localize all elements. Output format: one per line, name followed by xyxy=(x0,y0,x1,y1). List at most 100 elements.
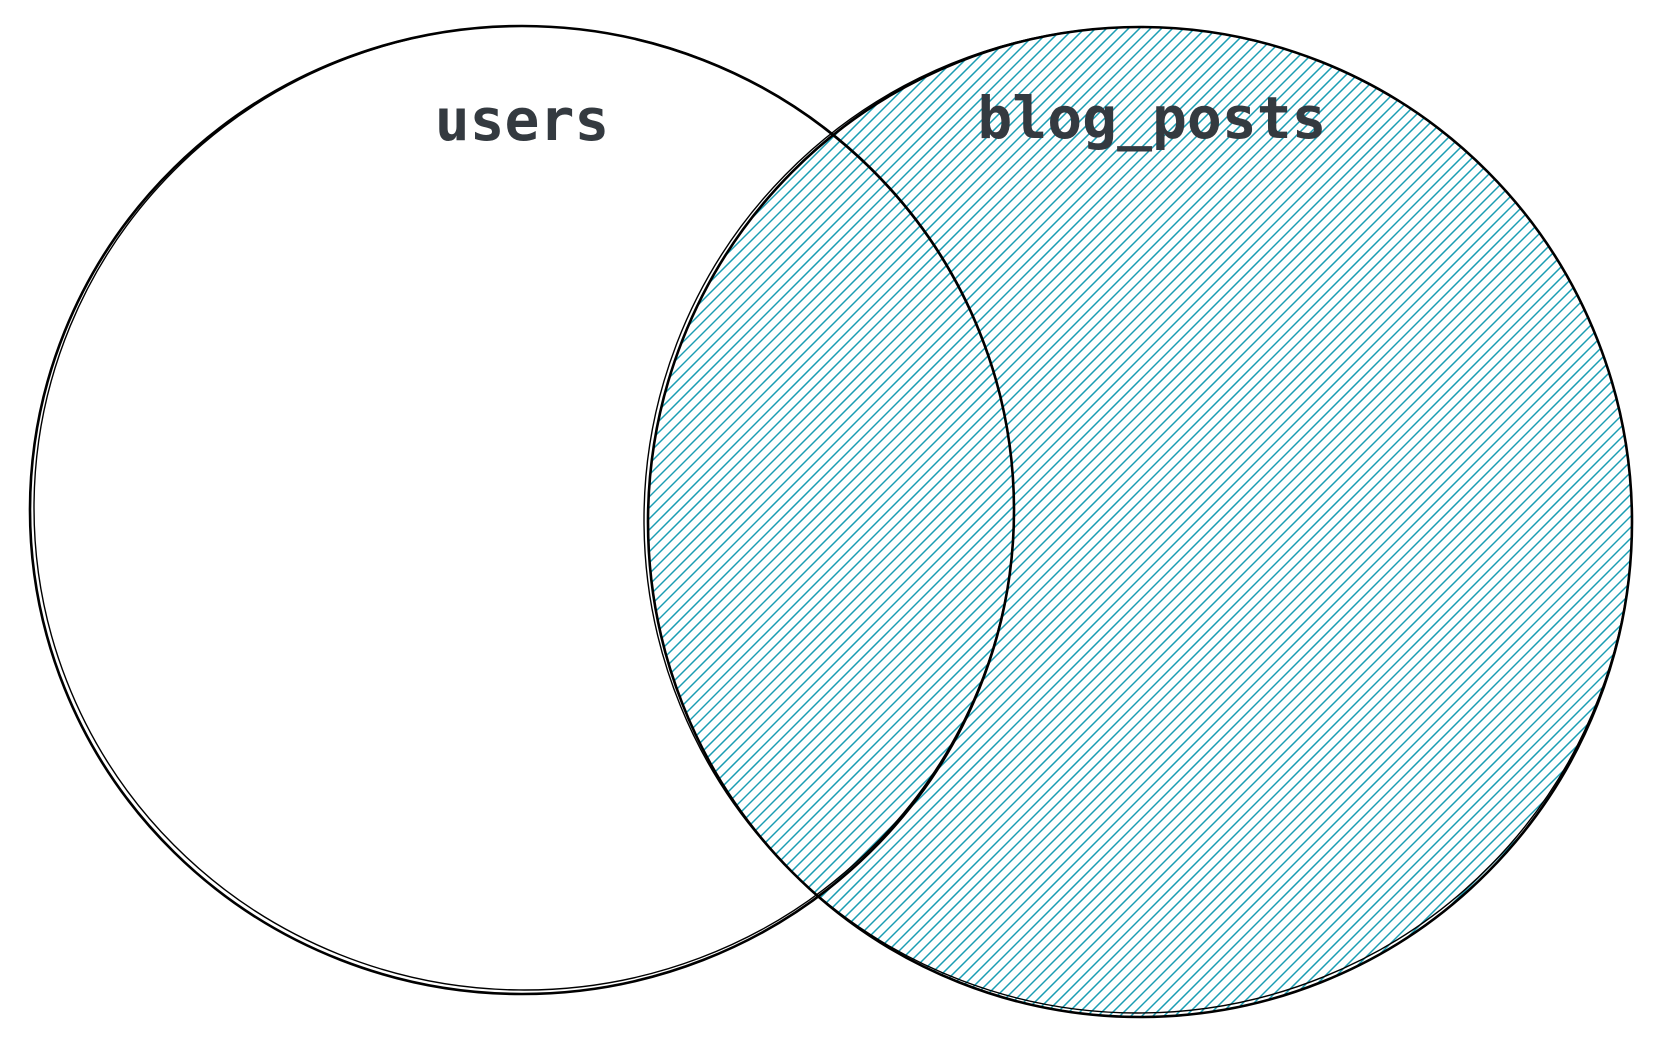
hatch-line xyxy=(1036,27,1632,1017)
hatch-line xyxy=(0,22,640,1022)
hatch-line xyxy=(648,27,1455,1017)
hatch-line xyxy=(1454,27,1632,1017)
hatch-line xyxy=(648,27,971,1017)
hatch-line xyxy=(648,27,1521,1017)
hatch-line xyxy=(648,27,1037,1017)
hatch-line xyxy=(648,27,1378,1017)
hatch-line xyxy=(1509,27,1632,1017)
hatch-line xyxy=(1597,27,1632,1017)
hatch-line xyxy=(648,27,729,1017)
hatch-line xyxy=(648,27,1235,1017)
hatch-line xyxy=(648,27,872,1017)
hatch-line xyxy=(1102,27,1632,1017)
hatch-line xyxy=(1157,27,1632,1017)
hatch-line xyxy=(1069,27,1632,1017)
hatch-line xyxy=(648,27,1125,1017)
hatch-line xyxy=(648,27,1576,1017)
hatch-line xyxy=(648,27,1103,1017)
blog-posts-hatch-fill xyxy=(0,22,1632,1022)
hatch-line xyxy=(992,27,1632,1017)
hatch-line xyxy=(648,27,993,1017)
hatch-line xyxy=(648,27,663,1017)
hatch-line xyxy=(1223,27,1632,1017)
hatch-line xyxy=(648,27,1059,1017)
hatch-line xyxy=(648,27,1312,1017)
hatch-line xyxy=(1124,27,1632,1017)
hatch-line xyxy=(1630,27,1632,1017)
hatch-line xyxy=(648,27,1257,1017)
hatch-line xyxy=(648,27,685,1017)
hatch-line xyxy=(648,27,1367,1017)
hatch-line xyxy=(648,27,1532,1017)
hatch-line xyxy=(648,27,1202,1017)
hatch-line xyxy=(648,27,1169,1017)
hatch-line xyxy=(648,27,1477,1017)
hatch-line xyxy=(648,27,795,1017)
hatch-line xyxy=(648,27,1070,1017)
blog-posts-label: blog_posts xyxy=(977,84,1326,152)
hatch-line xyxy=(648,27,806,1017)
hatch-line xyxy=(1256,27,1632,1017)
hatch-line xyxy=(648,27,1158,1017)
users-circle xyxy=(28,24,1016,996)
hatch-line xyxy=(648,27,883,1017)
hatch-line xyxy=(648,27,1598,1017)
hatch-line xyxy=(648,27,1301,1017)
blog-posts-circle xyxy=(643,25,1634,1019)
hatch-line xyxy=(1278,27,1632,1017)
hatch-line xyxy=(805,27,1632,1017)
hatch-line xyxy=(937,27,1632,1017)
hatch-line xyxy=(648,27,1632,1017)
hatch-line xyxy=(648,27,982,1017)
hatch-line xyxy=(1025,27,1632,1017)
hatch-line xyxy=(1212,27,1632,1017)
hatch-line xyxy=(648,27,1345,1017)
hatch-line xyxy=(648,27,1631,1017)
hatch-line xyxy=(648,27,1136,1017)
hatch-line xyxy=(648,27,1268,1017)
hatch-line xyxy=(648,27,1565,1017)
hatch-line xyxy=(648,27,1389,1017)
hatch-line xyxy=(717,27,1632,1017)
hatch-line xyxy=(648,27,652,1017)
hatch-line xyxy=(893,27,1632,1017)
hatch-line xyxy=(648,27,707,1017)
hatch-line xyxy=(648,27,1356,1017)
hatch-line xyxy=(651,27,1632,1017)
hatch-line xyxy=(1289,27,1632,1017)
hatch-line xyxy=(648,27,740,1017)
hatch-line xyxy=(648,27,1334,1017)
hatch-line xyxy=(1300,27,1632,1017)
hatch-line xyxy=(648,27,1092,1017)
hatch-line xyxy=(648,27,1510,1017)
hatch-line xyxy=(648,27,1224,1017)
hatch-line xyxy=(648,27,718,1017)
hatch-line xyxy=(1168,27,1632,1017)
hatch-line xyxy=(1135,27,1632,1017)
hatch-line xyxy=(904,27,1632,1017)
hatch-line xyxy=(926,27,1632,1017)
hatch-line xyxy=(1014,27,1632,1017)
hatch-line xyxy=(648,27,1290,1017)
hatch-line xyxy=(1080,27,1632,1017)
hatch-line xyxy=(1542,27,1632,1017)
hatch-line xyxy=(648,27,1488,1017)
hatch-line xyxy=(1443,27,1632,1017)
hatch-line xyxy=(648,27,784,1017)
hatch-line xyxy=(816,27,1632,1017)
hatch-line xyxy=(1498,27,1632,1017)
hatch-line xyxy=(838,27,1632,1017)
hatch-line xyxy=(1201,27,1632,1017)
hatch-line xyxy=(1322,27,1632,1017)
hatch-line xyxy=(1146,27,1632,1017)
hatch-line xyxy=(981,27,1632,1017)
hatch-line xyxy=(648,27,696,1017)
hatch-line xyxy=(1234,27,1632,1017)
hatch-line xyxy=(948,27,1632,1017)
hatch-line xyxy=(648,27,1620,1017)
hatch-line xyxy=(915,27,1632,1017)
hatch-line xyxy=(648,27,1114,1017)
hatch-line xyxy=(648,27,1015,1017)
hatch-line xyxy=(1091,27,1632,1017)
hatch-line xyxy=(648,27,938,1017)
